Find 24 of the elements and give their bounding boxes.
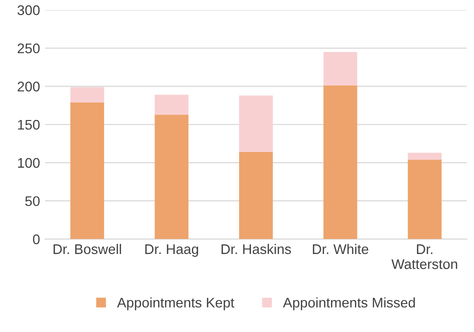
y-tick-label: 100 [18,158,40,168]
bar [239,152,273,240]
bar [408,152,442,160]
bar [323,52,358,86]
bar [70,102,104,240]
bar [154,114,188,240]
bar [408,160,442,240]
x-tick-label: Dr. Boswell [54,244,122,254]
y-tick-label: 150 [18,120,40,130]
y-tick-label: 0 [32,234,40,244]
bar [239,95,273,152]
legend-label: Appointments Kept [117,297,234,310]
x-tick-label: Dr. Haag [145,244,198,257]
y-tick-label: 200 [18,82,40,92]
y-tick-label: 250 [18,43,40,54]
bar [154,94,188,115]
y-tick-label: 50 [25,196,40,206]
y-tick-label: 300 [18,5,40,16]
legend-label: Appointments Missed [283,297,415,310]
x-tick-label: Dr. Watterston [391,244,458,270]
x-tick-label: Dr. White [312,244,368,254]
x-tick-label: Dr. Haskins [222,244,291,254]
bar [323,86,358,240]
bar [70,87,104,102]
